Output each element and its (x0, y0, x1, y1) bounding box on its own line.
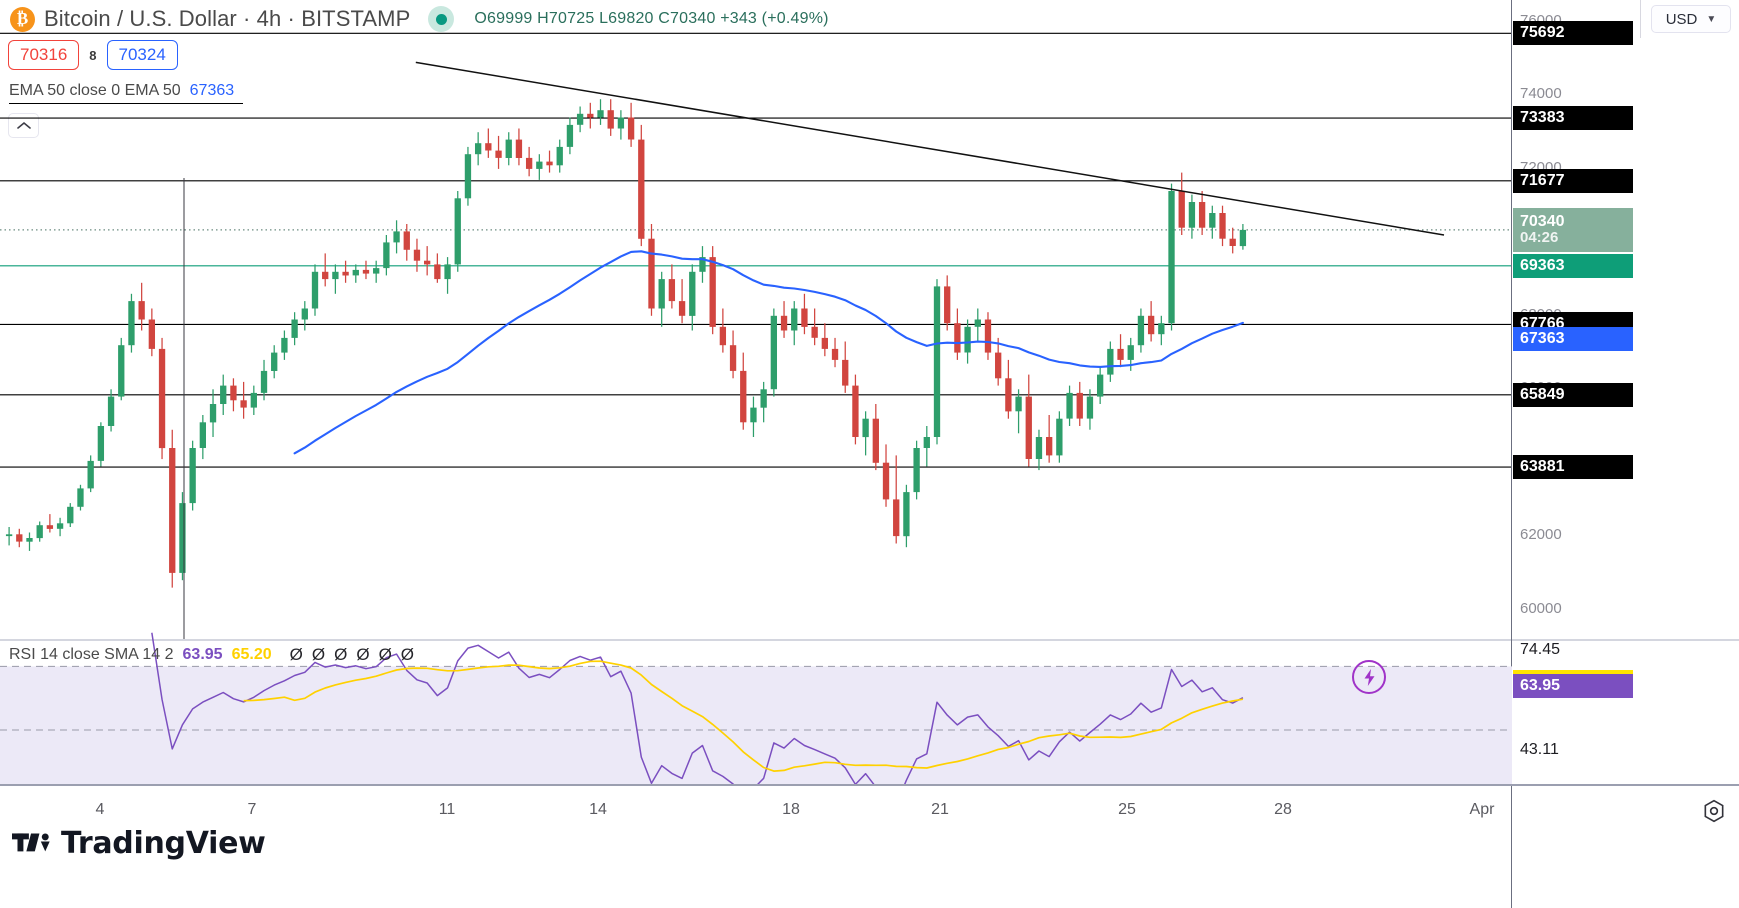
price-axis-tag[interactable]: 73383 (1513, 106, 1633, 131)
price-chart-pane[interactable] (0, 0, 1512, 639)
price-axis-tag-value: 67363 (1520, 330, 1565, 348)
buy-price-badge[interactable]: 70324 (106, 40, 178, 70)
price-axis-gridline-label: 62000 (1520, 526, 1562, 544)
time-axis-label: 18 (782, 801, 800, 818)
time-axis-label: Apr (1469, 801, 1495, 818)
gear-icon[interactable] (1701, 798, 1727, 824)
price-axis-tag-value: 63881 (1520, 458, 1565, 476)
currency-selector[interactable]: USD ▼ (1651, 5, 1731, 33)
chart-header: ₿ Bitcoin / U.S. Dollar · 4h · BITSTAMP … (0, 0, 829, 38)
countdown-timer: 04:26 (1520, 229, 1559, 247)
price-chart-canvas (0, 32, 1512, 639)
price-axis-tag[interactable]: 70340 04:26 (1513, 207, 1633, 252)
chevron-up-icon (16, 121, 31, 129)
price-axis-divider (1511, 0, 1513, 784)
price-axis-tag-value: 70340 (1520, 212, 1565, 230)
market-open-dot-icon[interactable] (428, 6, 455, 32)
rsi-legend-value: 63.95 (182, 646, 223, 663)
header-divider (1640, 0, 1641, 38)
ohlc-values: O69999 H70725 L69820 C70340 +343 (+0.49%… (474, 10, 829, 27)
tradingview-wordmark: TradingView (61, 826, 266, 861)
ema-legend-underline (9, 103, 243, 104)
price-axis-tag[interactable]: 65849 (1513, 382, 1633, 407)
price-axis[interactable]: 7600074000720007000068000660006400062000… (1513, 12, 1739, 638)
ema-legend-label: EMA 50 close 0 EMA 50 (9, 82, 181, 99)
time-axis-label: 25 (1118, 801, 1136, 818)
price-axis-tag[interactable]: 69363 (1513, 253, 1633, 278)
rsi-empty-slot: Ø (400, 645, 415, 664)
price-axis-tag[interactable]: 67363 (1513, 327, 1633, 352)
rsi-bottom-separator (0, 784, 1739, 786)
rsi-empty-slot: Ø (289, 645, 303, 664)
currency-label: USD (1665, 10, 1698, 28)
rsi-legend-label: RSI 14 close SMA 14 2 (9, 646, 174, 663)
collapse-pane-button[interactable] (8, 113, 39, 138)
time-axis-label: 21 (931, 801, 949, 818)
rsi-axis-tag[interactable]: 63.95 (1513, 673, 1633, 698)
spread-value: 8 (89, 47, 97, 63)
rsi-empty-slot: Ø (311, 645, 326, 664)
quote-badges: 70316 8 70324 (8, 40, 178, 70)
price-axis-tag-value: 71677 (1520, 171, 1565, 189)
tradingview-logo-icon (12, 832, 50, 851)
price-axis-tag-value: 65849 (1520, 385, 1565, 403)
chevron-down-icon: ▼ (1706, 13, 1717, 25)
sma-legend-value: 65.20 (231, 646, 272, 663)
tradingview-watermark: TradingView (12, 826, 266, 861)
price-axis-tag-value: 73383 (1520, 109, 1565, 127)
price-axis-tag[interactable]: 71677 (1513, 168, 1633, 193)
price-axis-gridline-label: 60000 (1520, 599, 1562, 617)
bitcoin-icon: ₿ (10, 6, 35, 32)
time-axis-label: 7 (247, 801, 257, 818)
rsi-empty-slot: Ø (378, 645, 392, 664)
time-axis-label: 14 (589, 801, 607, 818)
rsi-axis-label: 74.45 (1520, 641, 1561, 659)
price-axis-gridline-label: 74000 (1520, 85, 1562, 103)
price-axis-tag-value: 69363 (1520, 256, 1565, 274)
time-axis-divider (1511, 786, 1513, 908)
price-axis-tag[interactable]: 63881 (1513, 455, 1633, 480)
price-axis-tag[interactable]: 75692 (1513, 21, 1633, 46)
rsi-empty-slot: Ø (334, 645, 348, 664)
price-axis-tag-value: 75692 (1520, 24, 1565, 42)
ema-legend[interactable]: EMA 50 close 0 EMA 50 67363 (9, 82, 234, 100)
time-axis-label: 11 (438, 801, 456, 818)
pane-separator[interactable] (0, 639, 1739, 641)
time-axis[interactable]: 4 7 11 14 18 21 25 28 Apr (0, 786, 1739, 908)
symbol-title[interactable]: Bitcoin / U.S. Dollar · 4h · BITSTAMP (44, 6, 411, 31)
rsi-axis-label: 43.11 (1520, 740, 1559, 758)
time-axis-label: 28 (1274, 801, 1292, 818)
rsi-empty-slot: Ø (356, 645, 370, 664)
time-axis-label: 4 (95, 801, 105, 818)
ema-legend-value: 67363 (189, 82, 235, 99)
sell-price-badge[interactable]: 70316 (8, 40, 80, 70)
lightning-bolt-icon[interactable] (1352, 660, 1386, 694)
